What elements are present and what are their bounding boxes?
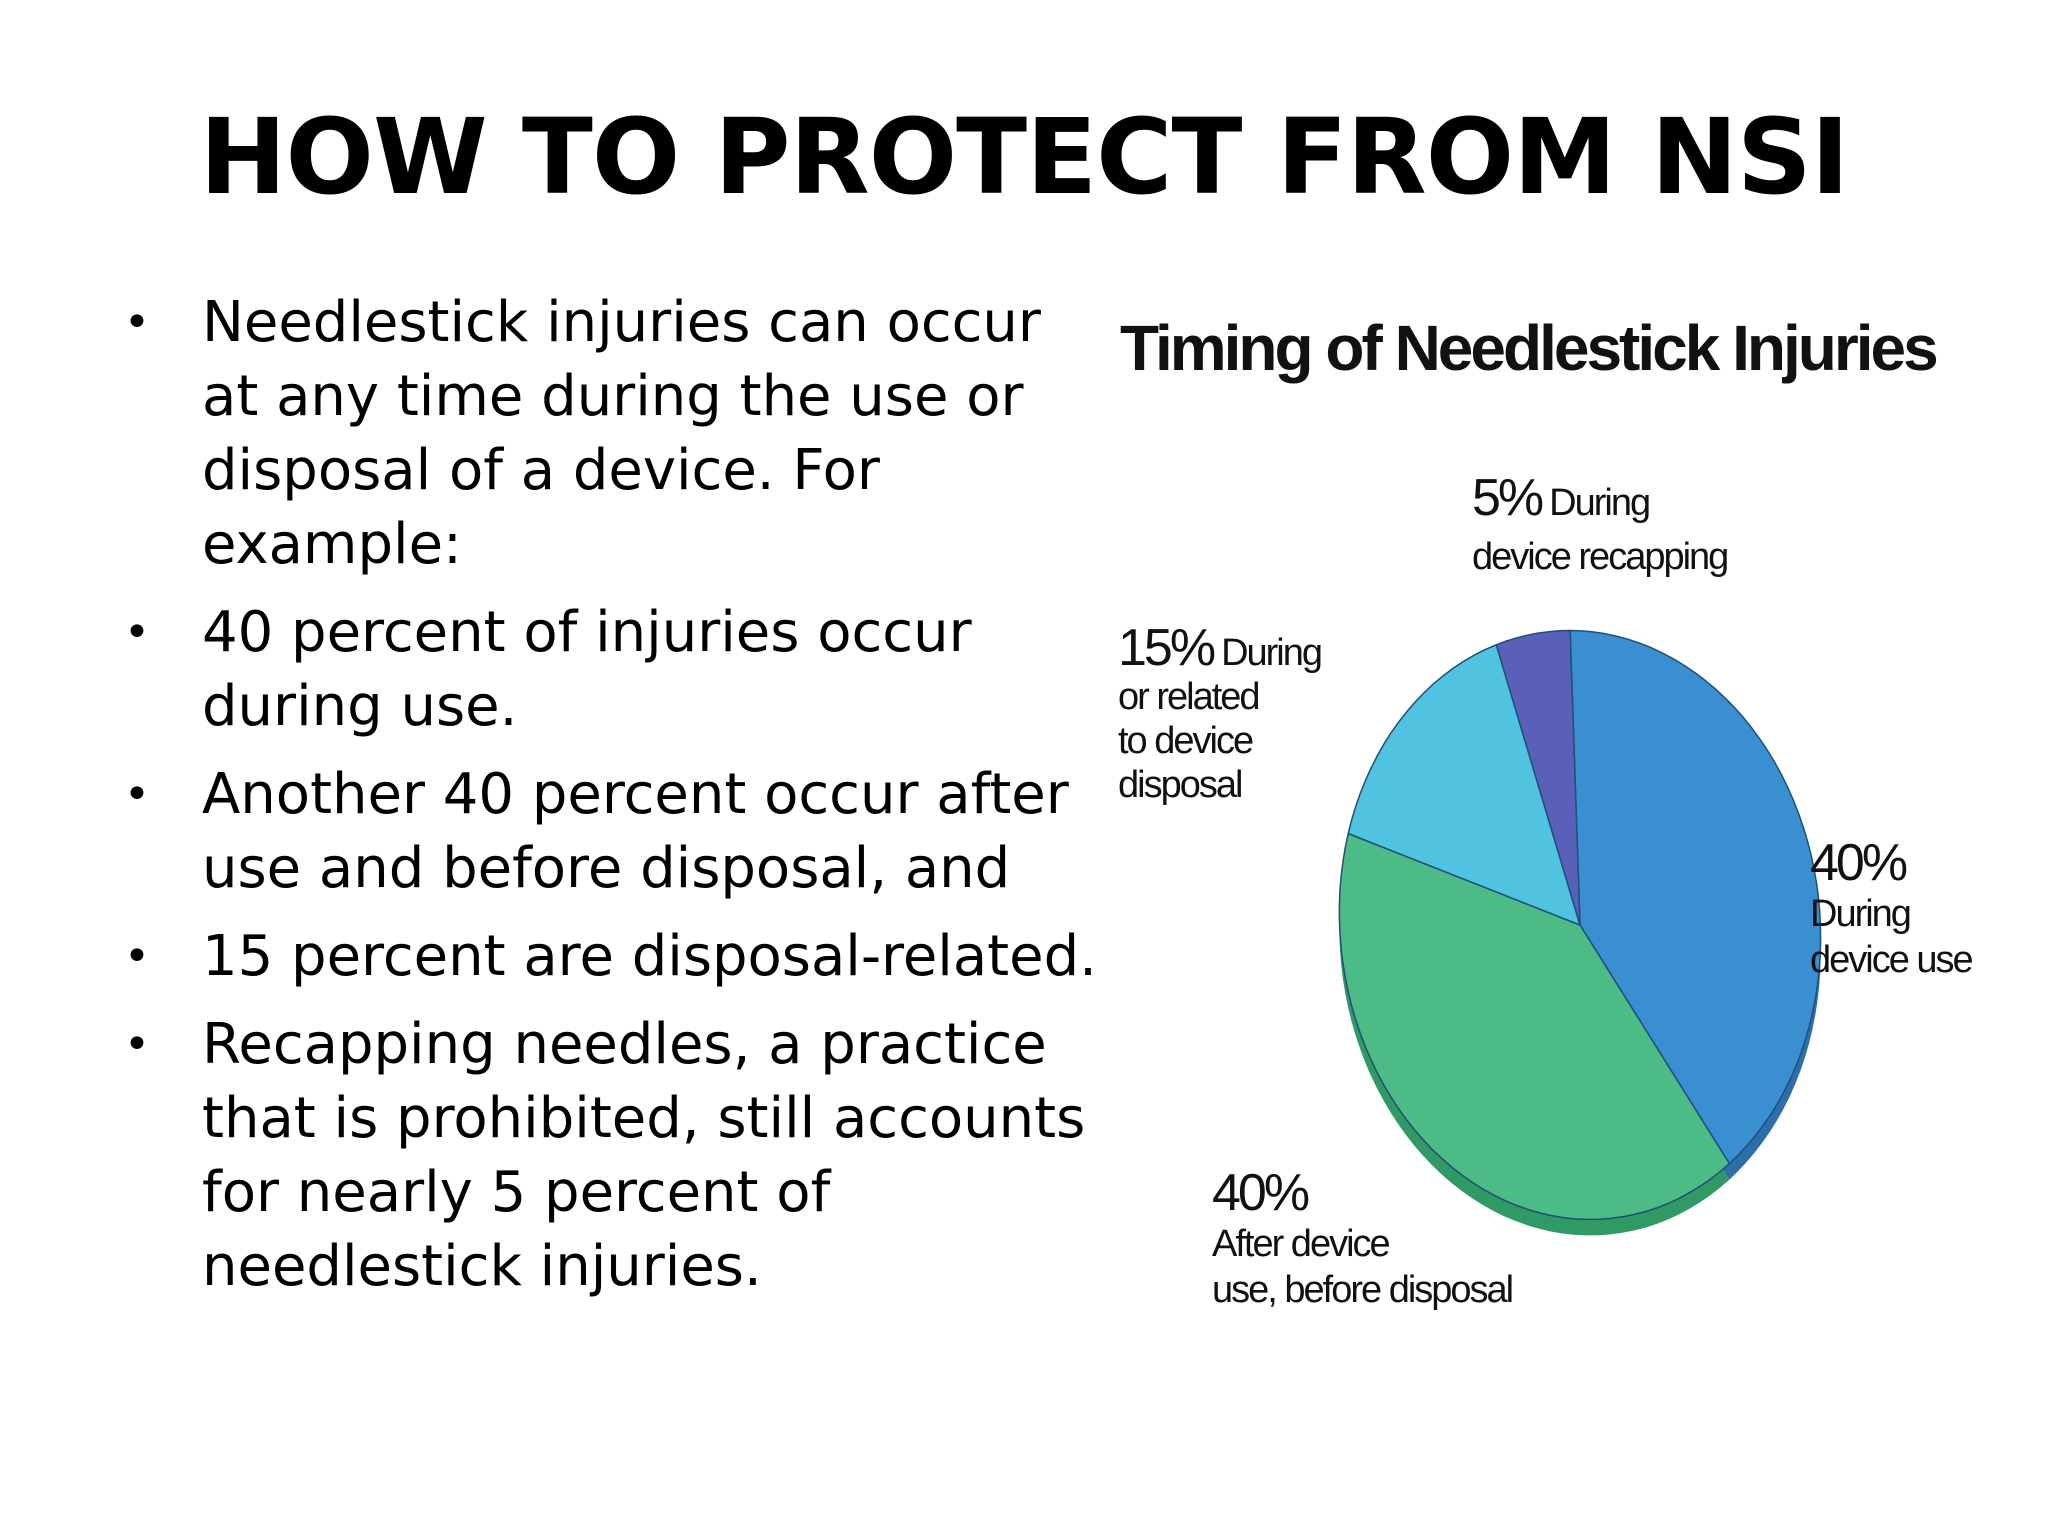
pie-slice-label-line: to device — [1118, 720, 1253, 762]
pie-slice-label-line: During — [1549, 482, 1649, 524]
bullet-dot: • — [124, 769, 150, 820]
pie-slice — [1338, 832, 1731, 1221]
bullet-item: • Needlestick injuries can occur at any t… — [118, 286, 1118, 582]
bullet-list: • Needlestick injuries can occur at any t… — [118, 286, 1118, 1318]
pie-slice — [1347, 644, 1581, 926]
bullet-item: • 15 percent are disposal-related. — [118, 920, 1118, 994]
slide-title: HOW TO PROTECT FROM NSI — [199, 96, 1850, 218]
pie-slice-label-line: or related — [1118, 676, 1259, 718]
bullet-text: Needlestick injuries can occur at any ti… — [202, 290, 1041, 577]
pie-slice-label-line: use, before disposal — [1212, 1269, 1512, 1311]
bullet-text: 40 percent of injuries occur during use. — [202, 600, 972, 739]
bullet-item: • Another 40 percent occur after use and … — [118, 758, 1118, 906]
pie-slice — [1569, 629, 1822, 1165]
pie-slice-label-line: disposal — [1118, 764, 1241, 806]
bullet-dot: • — [124, 1019, 150, 1070]
pie-slice-label-line: device use — [1810, 939, 1973, 981]
pie-slice-percent: 40% — [1810, 834, 1907, 892]
pie-slice-label-line: After device — [1212, 1223, 1390, 1265]
pie-chart-svg: Timing of Needlestick Injuries 40%During… — [1118, 312, 1975, 1311]
pie-slice-percent: 40% — [1212, 1164, 1309, 1222]
pie-slice-label-line: device recapping — [1472, 536, 1727, 578]
pie-slice-label: 5% During device recapping — [1472, 469, 1729, 578]
bullet-text: Recapping needles, a practice that is pr… — [202, 1012, 1086, 1299]
pie-slice-percent: 15% During — [1118, 619, 1321, 677]
pie-chart: Timing of Needlestick Injuries 40% During… — [1100, 270, 2040, 1410]
pie-slice-label-line: During — [1810, 893, 1910, 935]
bullet-item: • Recapping needles, a practice that is p… — [118, 1008, 1118, 1304]
pie-slices — [1338, 629, 1822, 1221]
pie-slice-percent: 5% During — [1472, 469, 1649, 527]
bullet-text: 15 percent are disposal-related. — [202, 924, 1097, 989]
pie-slice — [1495, 629, 1581, 926]
pie-slice-label-line: During — [1221, 632, 1321, 674]
bullet-text: Another 40 percent occur after use and b… — [202, 762, 1069, 901]
bullet-item: • 40 percent of injuries occur during use… — [118, 596, 1118, 744]
chart-title: Timing of Needlestick Injuries — [1120, 312, 1936, 384]
bullet-dot: • — [124, 297, 150, 348]
bullet-dot: • — [124, 607, 150, 658]
bullet-dot: • — [124, 931, 150, 982]
